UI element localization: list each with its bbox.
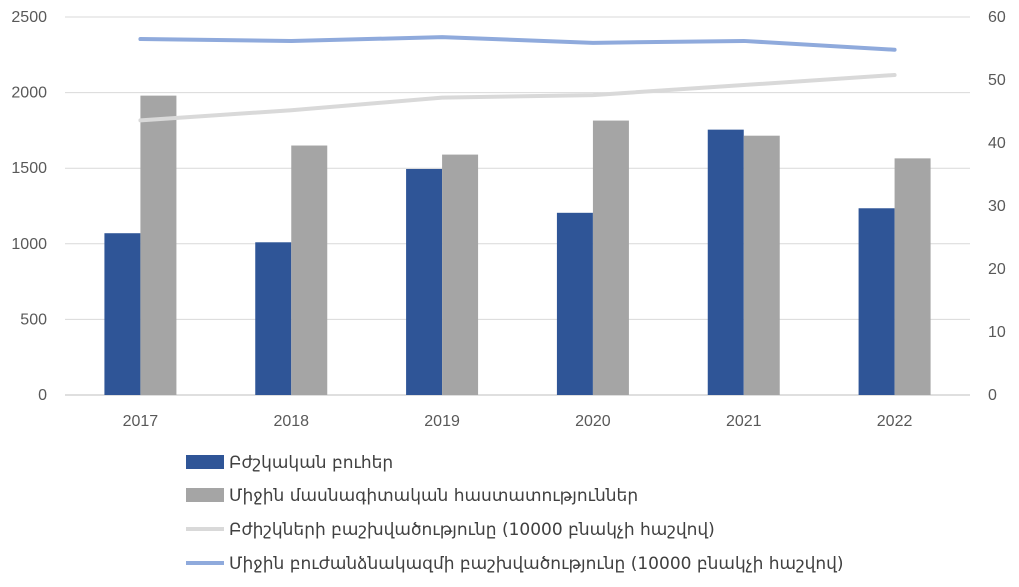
legend-swatch [186, 455, 224, 469]
bar [140, 95, 177, 396]
bar [406, 168, 443, 395]
bar [858, 208, 895, 395]
y-right-tick-label: 40 [988, 135, 1006, 152]
legend: Բժշկական բուհեր Միջին մասնագիտական հաստատ… [186, 453, 844, 574]
bar [291, 145, 328, 395]
x-tick-label: 2022 [877, 413, 913, 430]
legend-label: Բժշկական բուհեր [229, 453, 393, 473]
legend-label: Բժիշկների բաշխվածությունը (10000 բնակչի … [229, 520, 715, 540]
legend-swatch [186, 488, 224, 502]
axis-labels: 0 500 1000 1500 2000 2500 0 10 20 30 40 50 60 2017 201… [11, 9, 1005, 430]
bar [255, 242, 292, 395]
legend-label: Միջին մասնագիտական հաստատություններ [229, 486, 638, 506]
series-lines [138, 35, 897, 123]
x-tick-label: 2021 [726, 413, 762, 430]
bar [707, 129, 744, 396]
series-line [138, 72, 897, 123]
x-tick-label: 2020 [575, 413, 611, 430]
x-tick-label: 2019 [424, 413, 460, 430]
y-left-tick-label: 2000 [11, 85, 47, 102]
y-left-tick-label: 1500 [11, 160, 47, 177]
bar [104, 233, 141, 395]
x-tick-label: 2018 [273, 413, 309, 430]
y-left-tick-label: 500 [20, 311, 47, 328]
legend-label: Միջին բուժանձնակազմի բաշխվածությունը (10… [229, 554, 844, 574]
bar [556, 212, 593, 395]
gridlines [65, 16, 970, 396]
y-left-tick-label: 1000 [11, 236, 47, 253]
y-right-tick-label: 50 [988, 72, 1006, 89]
x-tick-label: 2017 [123, 413, 159, 430]
bar [442, 154, 479, 395]
bars [104, 95, 931, 396]
y-right-tick-label: 20 [988, 261, 1006, 278]
bar [743, 135, 780, 395]
series-line [138, 35, 897, 52]
bar [592, 120, 629, 396]
bar [894, 158, 931, 395]
y-left-tick-label: 0 [38, 387, 47, 404]
y-right-tick-label: 10 [988, 324, 1006, 341]
y-left-tick-label: 2500 [11, 9, 47, 26]
y-right-tick-label: 0 [988, 387, 997, 404]
y-right-tick-label: 60 [988, 9, 1006, 26]
y-right-tick-label: 30 [988, 198, 1006, 215]
